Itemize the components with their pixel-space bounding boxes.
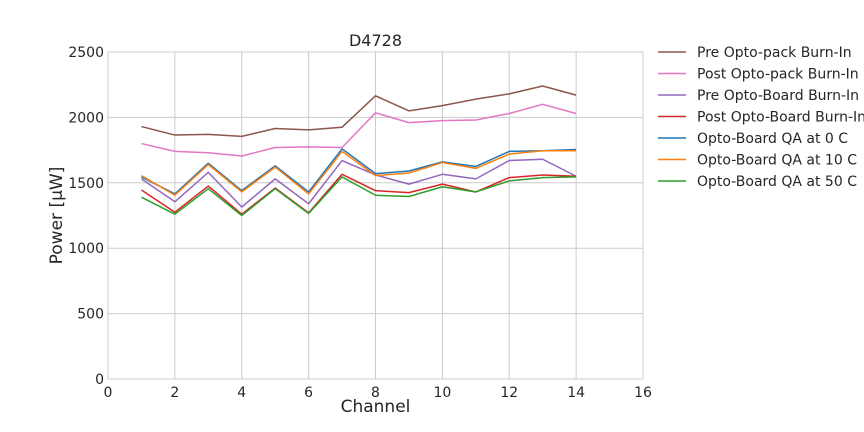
x-axis-label: Channel xyxy=(341,397,411,417)
x-tick-label: 16 xyxy=(634,385,652,401)
x-tick-label: 4 xyxy=(237,385,246,401)
y-axis-label: Power [μW] xyxy=(47,167,67,265)
legend: Pre Opto-pack Burn-In Post Opto-pack Burn… xyxy=(658,45,864,190)
series-line-5 xyxy=(141,148,577,195)
x-tick-label: 2 xyxy=(170,385,179,401)
series-line-1 xyxy=(141,85,577,138)
legend-label: Opto-Board QA at 0 C xyxy=(697,131,848,147)
legend-label: Pre Opto-Board Burn-In xyxy=(697,88,859,104)
legend-label: Pre Opto-pack Burn-In xyxy=(697,45,852,61)
y-tick-label: 0 xyxy=(95,372,104,388)
series-line-3 xyxy=(141,158,577,208)
series-line-4 xyxy=(141,173,577,215)
y-tick-label: 500 xyxy=(77,307,104,323)
legend-label: Opto-Board QA at 50 C xyxy=(697,174,857,190)
legend-label: Post Opto-pack Burn-In xyxy=(697,67,859,83)
series-line-7 xyxy=(141,176,577,217)
chart-title: D4728 xyxy=(349,31,402,50)
legend-label: Opto-Board QA at 10 C xyxy=(697,153,857,169)
series-line-6 xyxy=(141,150,577,196)
x-tick-label: 14 xyxy=(567,385,585,401)
series-line-2 xyxy=(141,103,577,157)
x-tick-label: 12 xyxy=(500,385,518,401)
y-tick-label: 1000 xyxy=(68,241,104,257)
x-tick-label: 6 xyxy=(304,385,313,401)
tick-labels: 0 2 4 6 8 10 12 14 16 0 500 1000 1500 2000 2500 xyxy=(68,45,652,401)
x-tick-label: 10 xyxy=(433,385,451,401)
x-tick-label: 8 xyxy=(371,385,380,401)
series-lines xyxy=(141,85,577,217)
x-tick-label: 0 xyxy=(104,385,113,401)
y-tick-label: 1500 xyxy=(68,176,104,192)
y-tick-label: 2500 xyxy=(68,45,104,61)
grid xyxy=(107,51,644,380)
y-tick-label: 2000 xyxy=(68,110,104,126)
legend-label: Post Opto-Board Burn-In xyxy=(697,110,864,126)
